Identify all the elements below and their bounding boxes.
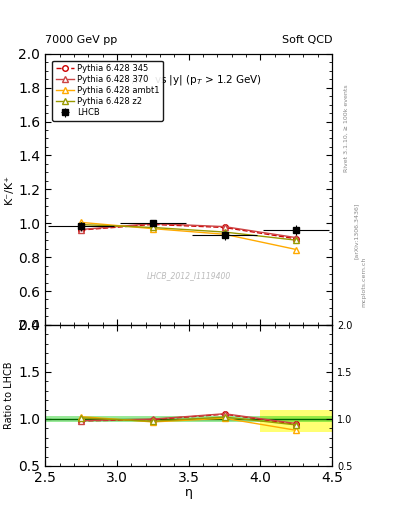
Pythia 6.428 345 — [222, 224, 227, 230]
Y-axis label: K⁻/K⁺: K⁻/K⁺ — [4, 175, 14, 204]
Pythia 6.428 z2 — [79, 222, 83, 228]
Y-axis label: Ratio to LHCB: Ratio to LHCB — [4, 361, 14, 429]
Pythia 6.428 ambt1 — [151, 226, 155, 232]
Line: Pythia 6.428 z2: Pythia 6.428 z2 — [78, 222, 299, 243]
Pythia 6.428 ambt1 — [294, 246, 299, 252]
Pythia 6.428 345 — [294, 236, 299, 242]
Bar — [45, 416, 332, 421]
Pythia 6.428 z2 — [222, 229, 227, 235]
Pythia 6.428 z2 — [151, 224, 155, 230]
Pythia 6.428 370 — [294, 234, 299, 241]
Text: mcplots.cern.ch: mcplots.cern.ch — [362, 257, 367, 307]
Line: Pythia 6.428 345: Pythia 6.428 345 — [78, 222, 299, 242]
Text: Soft QCD: Soft QCD — [282, 35, 332, 45]
Pythia 6.428 370 — [79, 226, 83, 232]
X-axis label: η: η — [185, 486, 193, 499]
Line: Pythia 6.428 370: Pythia 6.428 370 — [77, 220, 300, 241]
Pythia 6.428 370 — [222, 224, 227, 230]
Text: LHCB_2012_I1119400: LHCB_2012_I1119400 — [147, 271, 231, 281]
Line: Pythia 6.428 ambt1: Pythia 6.428 ambt1 — [77, 219, 300, 253]
Legend: Pythia 6.428 345, Pythia 6.428 370, Pythia 6.428 ambt1, Pythia 6.428 z2, LHCB: Pythia 6.428 345, Pythia 6.428 370, Pyth… — [52, 60, 163, 121]
Pythia 6.428 z2 — [294, 237, 299, 243]
Pythia 6.428 345 — [151, 221, 155, 227]
Pythia 6.428 ambt1 — [79, 219, 83, 225]
Text: K$^-$/K$^+$ vs |y| (p$_T$ > 1.2 GeV): K$^-$/K$^+$ vs |y| (p$_T$ > 1.2 GeV) — [115, 73, 262, 88]
Pythia 6.428 370 — [151, 221, 155, 227]
Pythia 6.428 345 — [79, 227, 83, 233]
Pythia 6.428 ambt1 — [222, 231, 227, 238]
Text: 7000 GeV pp: 7000 GeV pp — [45, 35, 118, 45]
Text: Rivet 3.1.10, ≥ 100k events: Rivet 3.1.10, ≥ 100k events — [344, 84, 349, 172]
Text: [arXiv:1306.3436]: [arXiv:1306.3436] — [354, 202, 359, 259]
